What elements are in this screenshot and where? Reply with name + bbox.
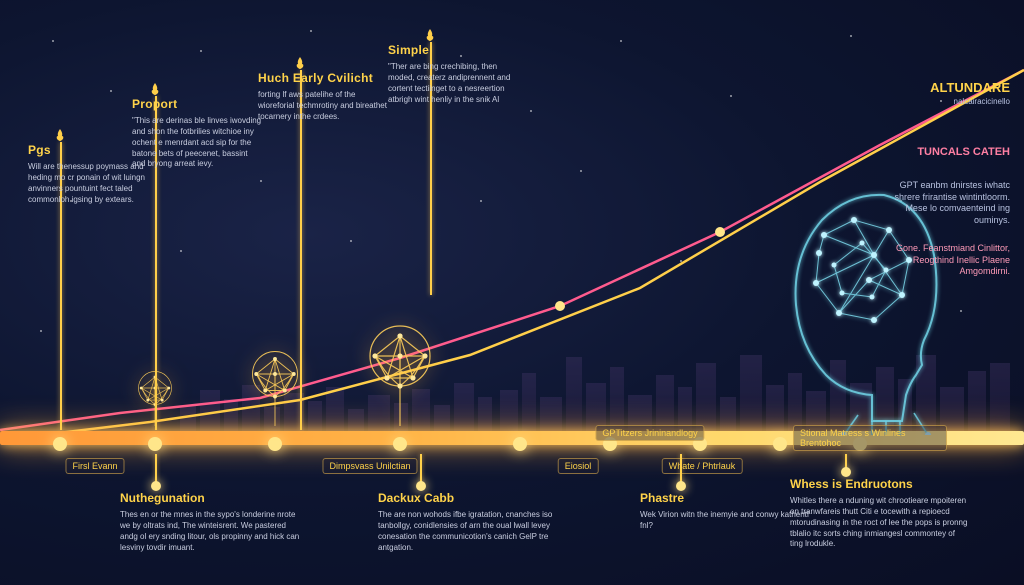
side-label: TUNCALS CATEH — [917, 145, 1010, 159]
callout-body: forting lf aws patelihe of the wiorefori… — [258, 90, 388, 122]
callout: Huch Early Cvilicht forting lf aws pateli… — [258, 70, 388, 123]
callout: Simple "Ther are bing crechibing, then mo… — [388, 42, 518, 105]
timeline-tag: GPTitzers Jrininandlogy — [595, 425, 704, 441]
bottom-body: The are non wohods ifbe igratation, cnan… — [378, 510, 558, 553]
flame-icon — [425, 28, 435, 40]
timeline-node — [773, 437, 787, 451]
bottom-callout: Whess is Endruotons Whitles there a nduni… — [790, 476, 970, 550]
callout-title: Huch Early Cvilicht — [258, 70, 388, 86]
growth-tree — [355, 316, 445, 431]
bottom-callout: Nuthegunation Thes en or the mnes in the … — [120, 490, 300, 553]
bottom-title: Dackux Cabb — [378, 490, 558, 506]
timeline-node — [148, 437, 162, 451]
timeline-node — [53, 437, 67, 451]
growth-tree — [241, 344, 309, 432]
callout-title: Simple — [388, 42, 518, 58]
timeline-tag: Eiosiol — [558, 458, 599, 474]
callout-body: "Ther are bing crechibing, then moded, c… — [388, 62, 518, 105]
timeline-tag: Firsl Evann — [65, 458, 124, 474]
side-label: ALTUNDAREnalcairacicinello — [930, 80, 1010, 107]
timeline-node — [513, 437, 527, 451]
side-label: GPT eanbm dnirstes iwhatc shrere frirant… — [890, 180, 1010, 227]
timeline-tag: Dimpsvass Unilctian — [322, 458, 417, 474]
callout: Proport "This are derinas ble linves iwov… — [132, 96, 262, 170]
timeline-node — [393, 437, 407, 451]
bottom-body: Whitles there a nduning wit chrootieare … — [790, 496, 970, 550]
side-label: Gone. Feanstmiand Cinlittor, Reogthind I… — [890, 243, 1010, 278]
bottom-title: Nuthegunation — [120, 490, 300, 506]
callout-body: "This are derinas ble linves iwovding an… — [132, 116, 262, 170]
flame-icon — [55, 128, 65, 140]
callout-title: Proport — [132, 96, 262, 112]
bottom-body: Thes en or the mnes in the sypo's londer… — [120, 510, 300, 553]
timeline-tag: Stional Matress s Winlines Brentohoc — [793, 425, 947, 451]
timeline-node — [268, 437, 282, 451]
flame-icon — [295, 56, 305, 68]
timeline-tag: Whate / Phtrlauk — [662, 458, 743, 474]
bottom-title: Whess is Endruotons — [790, 476, 970, 492]
bottom-callout: Dackux Cabb The are non wohods ifbe igrat… — [378, 490, 558, 553]
flame-icon — [150, 82, 160, 94]
